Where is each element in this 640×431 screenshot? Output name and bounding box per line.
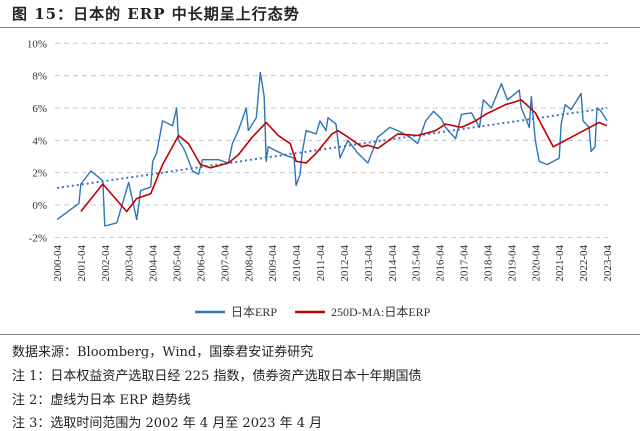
x-tick-label: 2023-04: [602, 245, 614, 282]
x-tick-label: 2009-04: [267, 245, 279, 282]
note-3: 注 3：选取时间范围为 2002 年 4 月至 2023 年 4 月: [12, 416, 323, 431]
x-tick-label: 2013-04: [363, 245, 375, 282]
trend-line: [56, 107, 608, 189]
erp-line-chart: -2% 0% 2% 4% 6% 8% 10% 2000-04 2001-04 2002-04 200…: [27, 38, 614, 319]
x-tick-label: 2008-04: [243, 245, 255, 282]
legend-label: 250D-MA:日本ERP: [331, 305, 431, 319]
y-tick-label: -2%: [29, 232, 47, 244]
y-tick-label: 4%: [32, 135, 47, 147]
x-tick-label: 2011-04: [315, 245, 327, 282]
x-tick-label: 2000-04: [52, 245, 64, 282]
notes-divider: [0, 334, 640, 335]
x-tick-label: 2004-04: [148, 245, 160, 282]
x-tick-label: 2016-04: [435, 245, 447, 282]
x-tick-label: 2020-04: [530, 245, 542, 282]
x-tick-label: 2017-04: [459, 245, 471, 282]
x-tick-label: 2002-04: [100, 245, 112, 282]
erp-series-line: [56, 71, 608, 227]
figure-title: 图 15：日本的 ERP 中长期呈上行态势: [12, 5, 300, 23]
y-tick-label: 6%: [32, 103, 47, 115]
x-tick-label: 2010-04: [291, 245, 303, 282]
note-1: 注 1：日本权益资产选取日经 225 指数，债券资产选取日本十年期国债: [12, 369, 422, 384]
x-tick-label: 2005-04: [172, 245, 184, 282]
title-divider: [0, 27, 640, 28]
y-tick-label: 10%: [27, 38, 47, 50]
x-tick-label: 2003-04: [124, 245, 136, 282]
y-tick-label: 2%: [32, 168, 47, 180]
x-tick-label: 2014-04: [387, 245, 399, 282]
x-tick-label: 2007-04: [219, 245, 231, 282]
y-tick-label: 8%: [32, 71, 47, 83]
x-tick-label: 2022-04: [578, 245, 590, 282]
source-note: 数据来源：Bloomberg，Wind，国泰君安证券研究: [12, 345, 314, 360]
x-tick-label: 2006-04: [195, 245, 207, 282]
x-tick-label: 2021-04: [554, 245, 566, 282]
x-tick-label: 2018-04: [482, 245, 494, 282]
y-tick-label: 0%: [32, 200, 47, 212]
legend-label: 日本ERP: [231, 305, 277, 319]
note-2: 注 2：虚线为日本 ERP 趋势线: [12, 393, 191, 408]
x-tick-label: 2019-04: [506, 245, 518, 282]
ma-series-line: [80, 99, 608, 213]
x-tick-label: 2001-04: [76, 245, 88, 282]
x-tick-label: 2012-04: [339, 245, 351, 282]
x-tick-label: 2015-04: [411, 245, 423, 282]
